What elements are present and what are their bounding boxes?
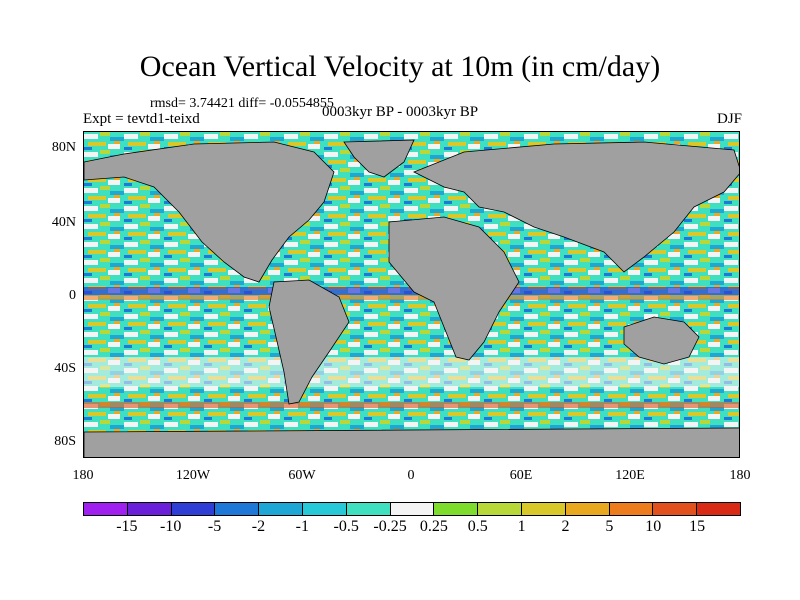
colorbar-box bbox=[259, 503, 303, 515]
colorbar-label: 0.5 bbox=[467, 518, 488, 535]
eurasia bbox=[413, 141, 739, 273]
map-title: Ocean Vertical Velocity at 10m (in cm/da… bbox=[139, 50, 661, 83]
lon-label-0: 0 bbox=[407, 468, 415, 483]
lat-label-40n: 40N bbox=[51, 215, 76, 230]
colorbar-box bbox=[127, 503, 172, 515]
north-america bbox=[84, 141, 335, 283]
colorbar-label: 10 bbox=[645, 518, 662, 535]
colorbar-label: 1 bbox=[517, 518, 526, 535]
colorbar-label: 5 bbox=[605, 518, 614, 535]
season-label: DJF bbox=[716, 111, 742, 127]
colorbar bbox=[83, 502, 741, 516]
colorbar-label: -10 bbox=[160, 518, 182, 535]
lat-label-80s: 80S bbox=[54, 434, 76, 449]
lat-label-40s: 40S bbox=[54, 361, 76, 376]
colorbar-label: -0.5 bbox=[333, 518, 359, 535]
colorbar-label: -5 bbox=[207, 518, 222, 535]
colorbar-box bbox=[84, 503, 128, 515]
colorbar-box bbox=[653, 503, 698, 515]
equatorial-band bbox=[84, 287, 739, 295]
colorbar-box bbox=[215, 503, 260, 515]
period-label: 0003kyr BP - 0003kyr BP bbox=[322, 104, 479, 120]
colorbar-box bbox=[521, 503, 566, 515]
colorbar-box bbox=[609, 503, 654, 515]
colorbar-label: -15 bbox=[116, 518, 138, 535]
lon-label-180e: 180 bbox=[729, 468, 751, 483]
lon-label-60e: 60E bbox=[509, 468, 533, 483]
colorbar-label: 15 bbox=[689, 518, 706, 535]
lon-label-120w: 120W bbox=[175, 468, 211, 483]
land-masses bbox=[84, 139, 739, 457]
experiment-label: Expt = tevtd1-teixd bbox=[83, 111, 200, 127]
greenland bbox=[343, 139, 415, 178]
antarctica bbox=[84, 427, 739, 457]
colorbar-label: -2 bbox=[251, 518, 266, 535]
lat-label-80n: 80N bbox=[51, 140, 76, 155]
lat-label-0: 0 bbox=[69, 288, 76, 303]
colorbar-box bbox=[434, 503, 479, 515]
colorbar-box bbox=[565, 503, 610, 515]
colorbar-box bbox=[346, 503, 391, 515]
australia bbox=[623, 316, 700, 365]
colorbar-label: 2 bbox=[561, 518, 570, 535]
colorbar-box bbox=[390, 503, 435, 515]
lon-label-60w: 60W bbox=[288, 468, 316, 483]
colorbar-label: -0.25 bbox=[373, 518, 407, 535]
equatorial-band-2 bbox=[84, 295, 739, 300]
lon-label-120e: 120E bbox=[615, 468, 645, 483]
southern-red-band bbox=[84, 402, 739, 408]
africa bbox=[388, 216, 520, 361]
stats-line: rmsd= 3.74421 diff= -0.0554855 bbox=[150, 96, 334, 111]
colorbar-box bbox=[171, 503, 216, 515]
colorbar-box bbox=[478, 503, 522, 515]
colorbar-box bbox=[302, 503, 347, 515]
south-america bbox=[268, 279, 350, 405]
colorbar-label: -1 bbox=[295, 518, 309, 535]
southern-band bbox=[84, 357, 739, 387]
velocity-map bbox=[84, 132, 739, 457]
colorbar-box bbox=[697, 503, 740, 515]
lon-label-180w: 180 bbox=[72, 468, 94, 483]
map-panel bbox=[83, 131, 740, 458]
colorbar-label: 0.25 bbox=[419, 518, 448, 535]
